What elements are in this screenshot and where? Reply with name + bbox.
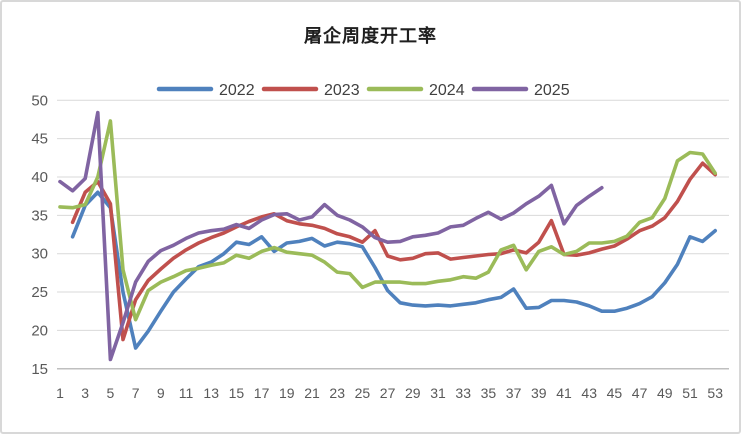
y-axis-tick-label: 35: [31, 207, 48, 224]
y-axis-tick-label: 20: [31, 322, 48, 339]
x-axis-tick-label: 47: [632, 385, 648, 401]
x-axis-tick-label: 37: [506, 385, 522, 401]
y-axis-tick-label: 15: [31, 361, 48, 378]
x-axis-tick-label: 1: [56, 385, 64, 401]
y-axis-tick-label: 30: [31, 246, 48, 263]
x-axis-tick-label: 3: [81, 385, 89, 401]
x-axis-tick-label: 5: [107, 385, 115, 401]
chart-title: 屠企周度开工率: [304, 26, 437, 47]
series-line-2022: [70, 190, 718, 350]
x-axis-tick-label: 49: [657, 385, 673, 401]
x-axis-tick-label: 25: [355, 385, 371, 401]
x-axis-tick-label: 45: [607, 385, 623, 401]
legend-label-2023: 2023: [324, 82, 360, 99]
series-line-2023: [70, 161, 718, 342]
x-axis-tick-label: 13: [203, 385, 219, 401]
x-axis-tick-label: 29: [405, 385, 421, 401]
x-axis-tick-label: 21: [304, 385, 320, 401]
x-axis-tick-label: 17: [254, 385, 270, 401]
y-axis-tick-label: 45: [31, 131, 48, 148]
x-axis-tick-label: 7: [132, 385, 140, 401]
x-axis-tick-label: 19: [279, 385, 295, 401]
y-axis-tick-label: 50: [31, 92, 48, 109]
x-axis-tick-label: 51: [682, 385, 698, 401]
x-axis-tick-label: 41: [556, 385, 572, 401]
legend-label-2024: 2024: [429, 82, 465, 99]
y-axis-tick-label: 25: [31, 284, 48, 301]
x-axis-tick-label: 27: [380, 385, 396, 401]
x-axis-tick-label: 11: [179, 385, 194, 401]
series-line-2024: [58, 119, 718, 322]
x-axis-tick-label: 39: [531, 385, 547, 401]
x-axis-tick-label: 53: [707, 385, 723, 401]
series-line-2025: [58, 110, 604, 362]
legend-label-2025: 2025: [534, 82, 570, 99]
x-axis-tick-label: 31: [430, 385, 446, 401]
legend-label-2022: 2022: [219, 82, 255, 99]
x-axis-tick-label: 35: [481, 385, 497, 401]
x-axis-tick-label: 43: [581, 385, 597, 401]
x-axis-tick-label: 15: [229, 385, 245, 401]
x-axis-tick-label: 33: [455, 385, 471, 401]
x-axis-tick-label: 9: [157, 385, 165, 401]
y-axis-tick-label: 40: [31, 169, 48, 186]
x-axis-tick-label: 23: [329, 385, 345, 401]
